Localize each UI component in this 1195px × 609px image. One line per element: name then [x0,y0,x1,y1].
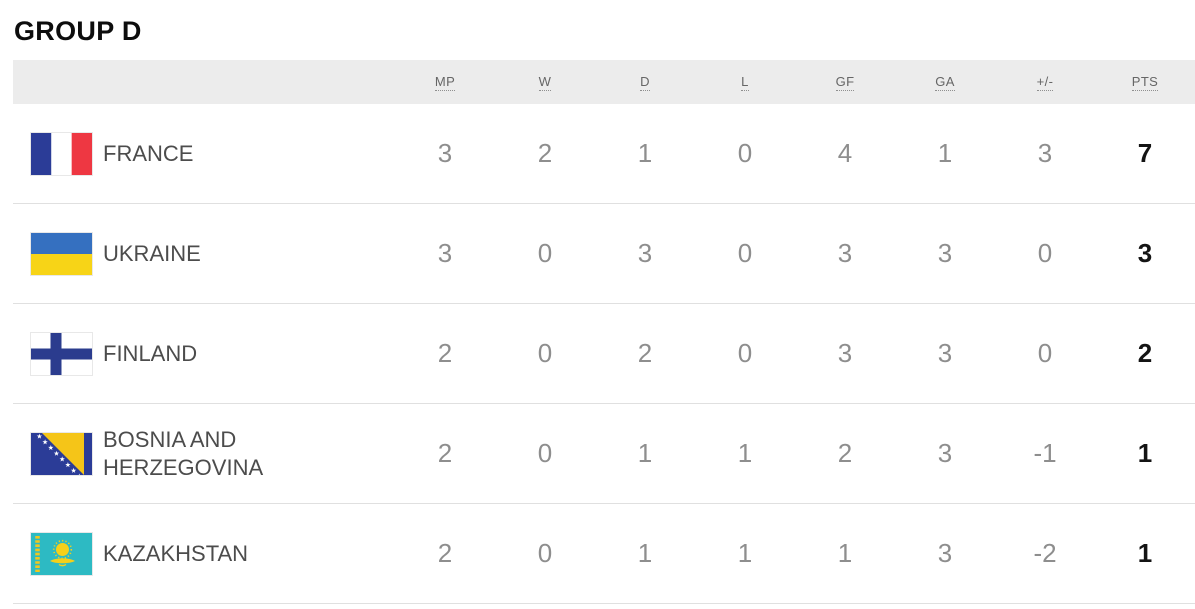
mp-value: 2 [437,438,453,468]
group-standings-table: MP W D L GF GA +/- PTS FRANCE 3 2 1 0 4 … [13,60,1195,604]
col-header-pts: PTS [1095,73,1195,91]
team-cell: FINLAND [13,332,395,375]
w-value: 0 [537,538,553,568]
gf-value: 1 [837,538,853,568]
plus-minus-abbr: +/- [1036,74,1054,91]
w-value: 0 [537,238,553,268]
col-header-l: L [695,73,795,91]
mp-abbr: MP [434,74,456,91]
gf-value: 3 [837,338,853,368]
col-header-w: W [495,73,595,91]
mp-value: 2 [437,338,453,368]
table-row: BOSNIA AND HERZEGOVINA 2 0 1 1 2 3 -1 1 [13,404,1195,504]
l-value: 1 [737,438,753,468]
ga-value: 3 [937,438,953,468]
l-value: 0 [737,138,753,168]
col-header-diff: +/- [995,73,1095,91]
col-header-gf: GF [795,73,895,91]
team-cell: KAZAKHSTAN [13,532,395,575]
gf-abbr: GF [835,74,855,91]
d-abbr: D [640,74,650,91]
plus-minus-value: -2 [1033,538,1057,568]
mp-value: 3 [437,138,453,168]
team-name-link[interactable]: FINLAND [103,340,198,366]
col-header-d: D [595,73,695,91]
ga-value: 3 [937,538,953,568]
table-row: UKRAINE 3 0 3 0 3 3 0 3 [13,204,1195,304]
page-title: GROUP D [14,16,142,46]
ga-value: 1 [937,138,953,168]
pts-value: 1 [1137,438,1153,468]
ga-value: 3 [937,338,953,368]
team-cell: UKRAINE [13,232,395,275]
l-value: 1 [737,538,753,568]
team-name-link[interactable]: BOSNIA AND HERZEGOVINA [103,427,264,480]
w-value: 0 [537,438,553,468]
d-value: 2 [637,338,653,368]
d-value: 1 [637,138,653,168]
d-value: 1 [637,438,653,468]
pts-value: 7 [1137,138,1153,168]
col-header-mp: MP [395,73,495,91]
pts-value: 3 [1137,238,1153,268]
w-value: 2 [537,138,553,168]
plus-minus-value: 0 [1037,238,1053,268]
team-cell: BOSNIA AND HERZEGOVINA [13,426,395,481]
bosnia-and-herzegovina-flag-icon [31,432,92,475]
w-abbr: W [538,74,552,91]
col-header-ga: GA [895,73,995,91]
table-row: KAZAKHSTAN 2 0 1 1 1 3 -2 1 [13,504,1195,604]
l-value: 0 [737,238,753,268]
table-header-row: MP W D L GF GA +/- PTS [13,60,1195,104]
d-value: 1 [637,538,653,568]
ga-value: 3 [937,238,953,268]
mp-value: 2 [437,538,453,568]
d-value: 3 [637,238,653,268]
ga-abbr: GA [935,74,955,91]
finland-flag-icon [31,332,92,375]
team-name-link[interactable]: FRANCE [103,140,194,166]
table-row: FINLAND 2 0 2 0 3 3 0 2 [13,304,1195,404]
ukraine-flag-icon [31,232,92,275]
plus-minus-value: 3 [1037,138,1053,168]
france-flag-icon [31,132,92,175]
plus-minus-value: 0 [1037,338,1053,368]
pts-abbr: PTS [1131,74,1159,91]
table-row: FRANCE 3 2 1 0 4 1 3 7 [13,104,1195,204]
l-value: 0 [737,338,753,368]
gf-value: 4 [837,138,853,168]
team-name-link[interactable]: KAZAKHSTAN [103,540,249,566]
gf-value: 3 [837,238,853,268]
pts-value: 1 [1137,538,1153,568]
w-value: 0 [537,338,553,368]
kazakhstan-flag-icon [31,532,92,575]
gf-value: 2 [837,438,853,468]
team-name-link[interactable]: UKRAINE [103,240,201,266]
team-cell: FRANCE [13,132,395,175]
pts-value: 2 [1137,338,1153,368]
mp-value: 3 [437,238,453,268]
l-abbr: L [741,74,749,91]
plus-minus-value: -1 [1033,438,1057,468]
